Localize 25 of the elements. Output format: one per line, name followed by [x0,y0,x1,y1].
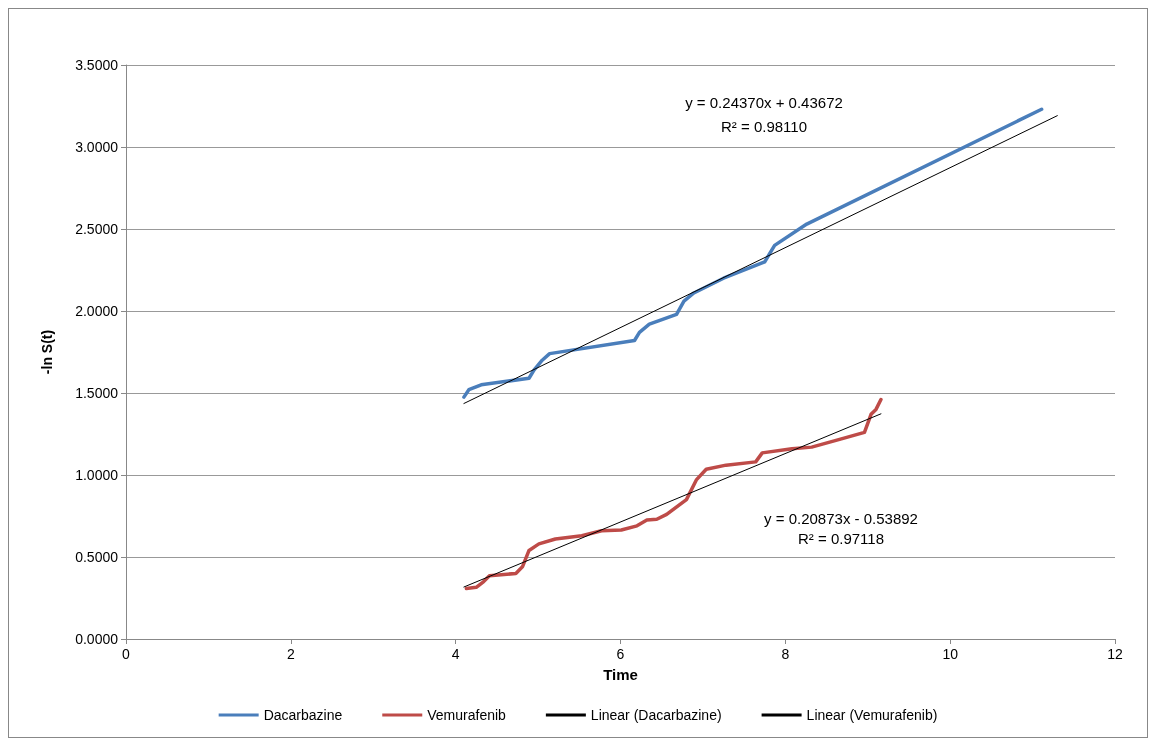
legend-label: Dacarbazine [263,707,343,723]
y-tick-label: 3.5000 [75,57,119,73]
x-tick-label: 8 [781,646,790,662]
legend-label: Linear (Dacarbazine) [590,707,722,723]
x-axis-title: Time [603,666,638,683]
y-tick-label: 3.0000 [75,139,119,155]
x-tick-label: 12 [1107,646,1123,662]
annotation: R² = 0.98110 [720,117,808,135]
x-tick-label: 0 [122,646,131,662]
x-tick-label: 10 [942,646,959,662]
y-axis-title: -ln S(t) [39,329,55,375]
x-tick-label: 2 [286,646,295,662]
y-tick-label: 2.0000 [75,303,119,319]
x-tick-label: 6 [616,646,625,662]
y-tick-label: 0.5000 [75,549,119,565]
y-tick-label: 2.5000 [75,221,119,237]
x-tick-label: 4 [451,646,460,662]
annotation: y = 0.24370x + 0.43672 [685,93,843,111]
annotation: y = 0.20873x - 0.53892 [764,509,918,527]
y-tick-label: 1.5000 [75,385,119,401]
legend-label: Vemurafenib [427,707,507,723]
y-tick-label: 0.0000 [75,631,119,647]
y-tick-label: 1.0000 [75,467,119,483]
legend-label: Linear (Vemurafenib) [806,707,938,723]
annotation: R² = 0.97118 [797,529,885,547]
